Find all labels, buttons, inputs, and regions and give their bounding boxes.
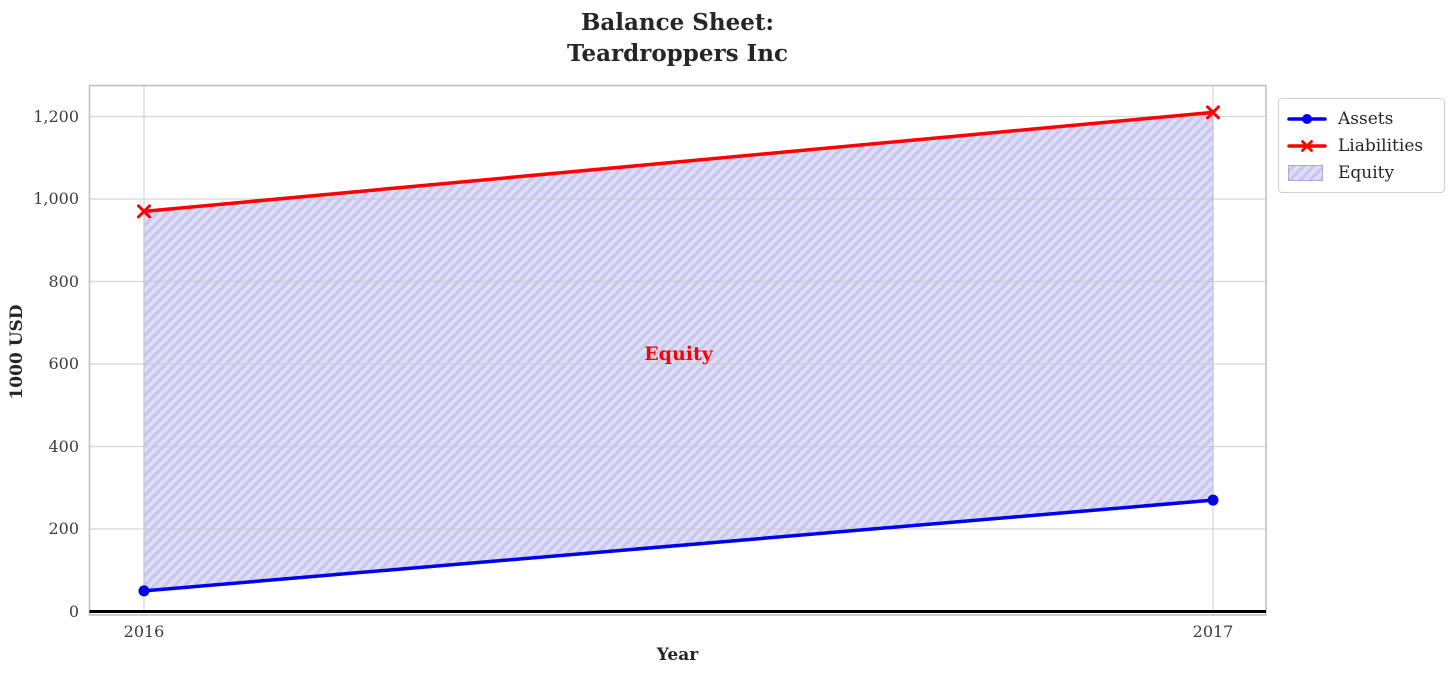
- y-tick-label: 1,200: [33, 106, 79, 126]
- legend-label: Liabilities: [1338, 135, 1424, 156]
- y-tick-label: 200: [48, 519, 79, 538]
- legend-item-liabilities: Liabilities: [1287, 132, 1436, 159]
- y-tick-label: 0: [68, 601, 79, 621]
- y-tick-label: 800: [48, 271, 79, 291]
- x-axis-title: Year: [656, 645, 699, 665]
- legend-item-equity: Equity: [1287, 159, 1436, 186]
- chart-title: Balance Sheet: Teardroppers Inc: [566, 9, 789, 67]
- liabilities-x-marker: [1206, 105, 1220, 120]
- y-tick-label: 400: [48, 436, 79, 456]
- equity-annotation: Equity: [644, 342, 713, 365]
- x-tick-label: 2017: [1192, 622, 1234, 641]
- legend-label: Equity: [1338, 162, 1395, 183]
- y-tick-label: 1,000: [33, 189, 79, 208]
- legend: Assets Liabilities Equity: [1278, 98, 1445, 193]
- series-assets: [138, 494, 1219, 597]
- equity-patch-icon: [1288, 164, 1323, 181]
- x-tick-label: 2016: [123, 622, 165, 641]
- liabilities-x-marker: [137, 204, 151, 219]
- legend-item-assets: Assets: [1287, 105, 1436, 132]
- assets-marker: [1207, 494, 1219, 506]
- y-tick-label: 600: [48, 354, 79, 373]
- assets-marker: [138, 585, 150, 597]
- series-liabilities: [137, 105, 1220, 219]
- legend-label: Assets: [1338, 108, 1394, 129]
- plot-border: [88, 84, 1267, 616]
- liabilities-line-icon: [1287, 139, 1327, 152]
- assets-line-icon: [1287, 113, 1327, 124]
